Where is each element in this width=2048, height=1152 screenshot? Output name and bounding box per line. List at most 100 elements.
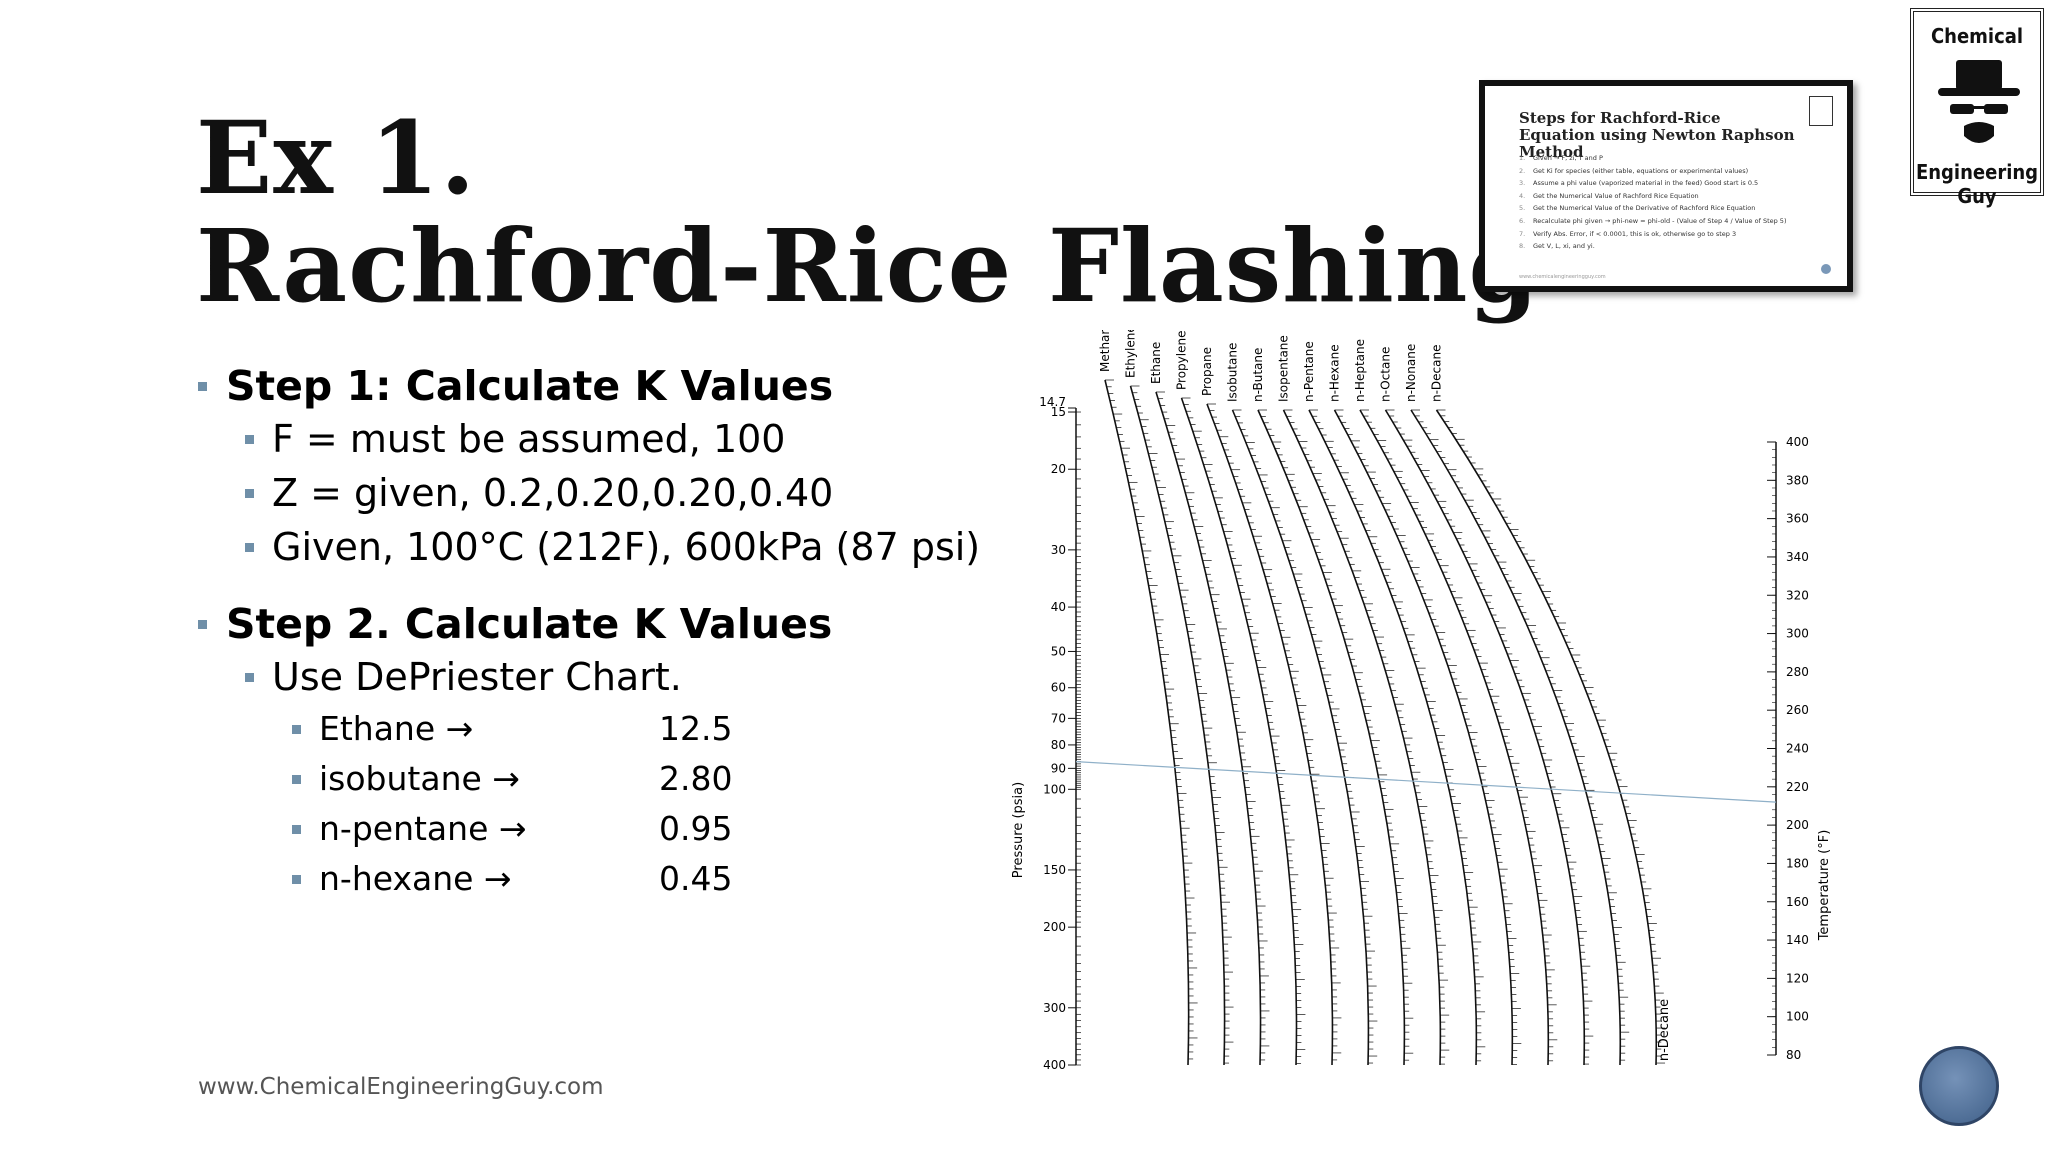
depriester-chart: 14.715 20 30 40 50 60 70 80 90 100 150 200 300 400 40… bbox=[1011, 330, 1832, 1072]
temperature-tick-label: 80 bbox=[1786, 1048, 1801, 1062]
slide-title: Ex 1. Rachford-Rice Flashing bbox=[196, 104, 1539, 320]
k-value-row: n-pentane → 0.95 bbox=[196, 804, 996, 854]
pressure-axis: 14.715 20 30 40 50 60 70 80 90 100 150 200 300 400 bbox=[1039, 395, 1081, 1072]
component-curve bbox=[1104, 379, 1190, 1066]
component-curve bbox=[1282, 409, 1442, 1066]
pressure-tick-label: 70 bbox=[1051, 711, 1066, 725]
pressure-axis-label: Pressure (psia) bbox=[1011, 782, 1026, 878]
bullet-icon bbox=[292, 725, 301, 734]
temperature-tick-label: 240 bbox=[1786, 742, 1809, 756]
pressure-tick-label: 300 bbox=[1043, 1001, 1066, 1015]
logo-text-bottom: Engineering Guy bbox=[1915, 160, 2039, 208]
component-curve bbox=[1155, 391, 1262, 1066]
temperature-axis: 400 380 360 340 320 300 280 260 240 220 200 180 160 1… bbox=[1767, 435, 1809, 1062]
component-curve bbox=[1410, 409, 1622, 1066]
pressure-tick-label: 400 bbox=[1043, 1058, 1066, 1072]
thumbnail-step: 8. Get V, L, xi, and yi. bbox=[1519, 242, 1595, 251]
title-line-1: Ex 1. bbox=[196, 99, 477, 217]
brand-logo: Chemical Engineering Guy bbox=[1910, 8, 2044, 208]
title-line-2: Rachford-Rice Flashing bbox=[196, 207, 1540, 325]
k-name: isobutane → bbox=[319, 759, 520, 798]
component-label: n-Heptane bbox=[1353, 339, 1367, 402]
pressure-tick-label: 14.7 bbox=[1039, 395, 1066, 409]
bottom-component-label: n-Decane bbox=[1657, 999, 1672, 1061]
temperature-tick-label: 100 bbox=[1786, 1010, 1809, 1024]
component-labels: Methane Ethylene Ethane Propylene Propane Iso… bbox=[1098, 330, 1444, 402]
component-label: Methane bbox=[1098, 330, 1112, 372]
k-name: n-pentane → bbox=[319, 809, 527, 848]
pressure-tick-label: 30 bbox=[1051, 543, 1066, 557]
step2-heading: Step 2. Calculate K Values bbox=[196, 598, 996, 650]
component-label: n-Pentane bbox=[1302, 341, 1316, 402]
pressure-tick-label: 200 bbox=[1043, 920, 1066, 934]
temperature-tick-label: 400 bbox=[1786, 435, 1809, 449]
bullet-icon bbox=[245, 489, 254, 498]
bullet-icon bbox=[292, 825, 301, 834]
pressure-tick-label: 50 bbox=[1051, 644, 1066, 658]
step1-item: Z = given, 0.2,0.20,0.20,0.40 bbox=[196, 466, 996, 520]
component-label: n-Hexane bbox=[1328, 344, 1342, 402]
nav-circle-button[interactable] bbox=[1919, 1046, 1999, 1126]
thumbnail-slide: Steps for Rachford-Rice Equation using N… bbox=[1479, 80, 1853, 292]
thumbnail-step: 4. Get the Numerical Value of Rachford Ri… bbox=[1519, 191, 1699, 200]
component-label: n-Octane bbox=[1379, 347, 1393, 402]
thumbnail-step: 7. Verify Abs. Error, if < 0.0001, this i… bbox=[1519, 229, 1737, 238]
component-label: n-Nonane bbox=[1404, 344, 1418, 402]
component-curve bbox=[1257, 409, 1406, 1066]
bullet-icon bbox=[292, 875, 301, 884]
temperature-tick-label: 260 bbox=[1786, 703, 1809, 717]
bullet-list: Step 1: Calculate K Values F = must be a… bbox=[196, 360, 996, 904]
component-curve bbox=[1308, 409, 1478, 1066]
temperature-tick-label: 140 bbox=[1786, 933, 1809, 947]
component-curve bbox=[1231, 409, 1370, 1066]
bullet-icon bbox=[245, 543, 254, 552]
thumbnail-title: Steps for Rachford-Rice Equation using N… bbox=[1519, 109, 1795, 161]
pressure-tick-label: 60 bbox=[1051, 681, 1066, 695]
k-value-row: isobutane → 2.80 bbox=[196, 754, 996, 804]
step2-sub: Use DePriester Chart. bbox=[196, 650, 996, 704]
k-name: n-hexane → bbox=[319, 859, 512, 898]
pressure-tick-label: 40 bbox=[1051, 600, 1066, 614]
thumbnail-logo-icon bbox=[1809, 96, 1833, 126]
component-curve bbox=[1435, 409, 1658, 1066]
step2-sub-text: Use DePriester Chart. bbox=[272, 655, 682, 699]
temperature-tick-label: 360 bbox=[1786, 512, 1809, 526]
heisenberg-hat-icon bbox=[1938, 60, 2020, 143]
component-label: n-Butane bbox=[1251, 348, 1265, 402]
temperature-tick-label: 280 bbox=[1786, 665, 1809, 679]
k-value: 0.45 bbox=[659, 859, 733, 898]
component-curves bbox=[1104, 379, 1666, 1066]
component-curve bbox=[1333, 409, 1514, 1066]
step1-heading-text: Step 1: Calculate K Values bbox=[226, 362, 834, 410]
step1-heading: Step 1: Calculate K Values bbox=[196, 360, 996, 412]
k-value: 12.5 bbox=[659, 709, 733, 748]
temperature-tick-label: 180 bbox=[1786, 856, 1809, 870]
pressure-tick-label: 100 bbox=[1043, 782, 1066, 796]
component-curve bbox=[1129, 385, 1226, 1066]
bullet-icon bbox=[198, 620, 207, 629]
step1-item: Given, 100°C (212F), 600kPa (87 psi) bbox=[196, 520, 996, 574]
component-label: n-Decane bbox=[1430, 345, 1444, 403]
component-label: Ethane bbox=[1149, 342, 1163, 384]
component-curve bbox=[1384, 409, 1586, 1066]
temperature-tick-label: 320 bbox=[1786, 588, 1809, 602]
temperature-tick-label: 160 bbox=[1786, 895, 1809, 909]
component-label: Isobutane bbox=[1226, 343, 1240, 402]
thumbnail-steps: 1. Given → F, zi, T and P 2. Get Ki for sp… bbox=[1519, 152, 1839, 253]
temperature-tick-label: 300 bbox=[1786, 627, 1809, 641]
bullet-icon bbox=[292, 775, 301, 784]
component-label: Isopentane bbox=[1277, 335, 1291, 402]
step1-item-text: Z = given, 0.2,0.20,0.20,0.40 bbox=[272, 471, 834, 515]
thumbnail-nav-dot-icon bbox=[1821, 264, 1831, 274]
pressure-tick-label: 15 bbox=[1051, 405, 1066, 419]
temperature-tick-label: 200 bbox=[1786, 818, 1809, 832]
temperature-tick-label: 220 bbox=[1786, 780, 1809, 794]
component-label: Propylene bbox=[1175, 331, 1189, 390]
logo-text-top: Chemical bbox=[1930, 24, 2024, 48]
footer-url[interactable]: www.ChemicalEngineeringGuy.com bbox=[198, 1074, 604, 1100]
pressure-tick-label: 20 bbox=[1051, 462, 1066, 476]
temperature-tick-label: 120 bbox=[1786, 971, 1809, 985]
thumbnail-footer: www.chemicalengineeringguy.com bbox=[1519, 274, 1606, 280]
step1-item-text: F = must be assumed, 100 bbox=[272, 417, 786, 461]
bullet-icon bbox=[245, 435, 254, 444]
